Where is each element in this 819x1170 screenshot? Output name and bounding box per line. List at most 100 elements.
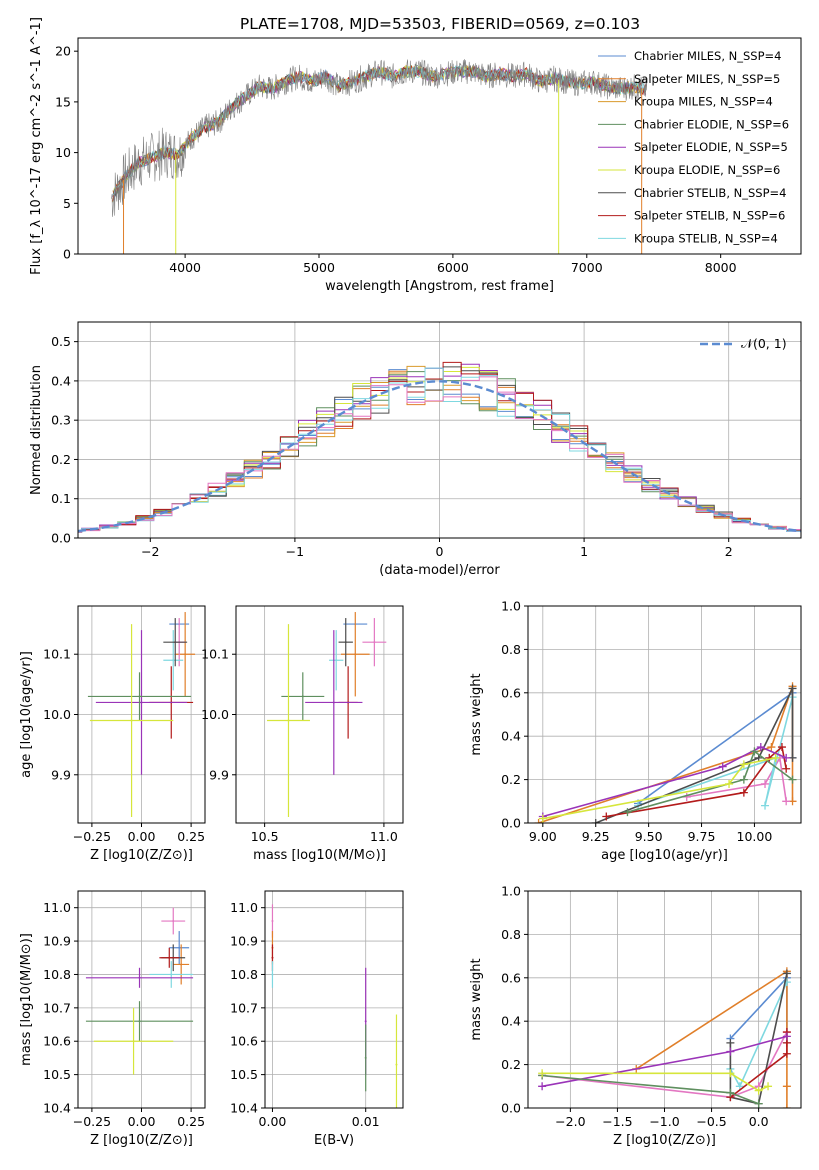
legend-label: Kroupa STELIB, N_SSP=4 (634, 231, 778, 245)
y-axis-label: mass [log10(M/M⊙)] (19, 933, 34, 1066)
x-axis-label: wavelength [Angstrom, rest frame] (325, 279, 554, 294)
legend-label: Chabrier MILES, N_SSP=4 (634, 49, 781, 63)
panel-age_vs_Z: −0.25 0.00 0.25 9.9 10.0 10.1 Z [log10(Z/Z⊙)] a… (19, 605, 206, 863)
plot-area-mass_vs_EBV (265, 891, 403, 1108)
panel-age_vs_mass: 10.5 11.0 9.9 10.0 10.1 mass [log10(M/M⊙)] (201, 605, 404, 863)
weight-marker (726, 1047, 735, 1056)
weight-marker (782, 764, 791, 773)
x-axis-label: mass [log10(M/M⊙)] (253, 848, 386, 863)
panel-weight_vs_age: 9.00 9.25 9.50 9.75 10.00 0.0 0.2 0.4 0.6 0.8 1.0 a… (469, 599, 802, 863)
y-tick-label: 10.7 (230, 1000, 258, 1015)
y-axis-label: mass weight (469, 673, 484, 755)
x-tick-label: −1.0 (649, 1114, 679, 1129)
axes-frame (77, 890, 206, 1109)
data-point (354, 653, 357, 656)
weight-marker (591, 819, 600, 823)
y-tick-label: 0.0 (51, 531, 71, 546)
x-tick-label: −1.5 (602, 1114, 632, 1129)
weight-marker (534, 819, 543, 823)
legend-label: Chabrier ELODIE, N_SSP=6 (634, 117, 789, 131)
y-tick-label: 0.1 (51, 491, 71, 506)
x-axis-label: E(B-V) (314, 1133, 354, 1148)
weight-line (542, 1031, 788, 1099)
data-point (344, 641, 347, 644)
x-tick-label: 5000 (303, 260, 335, 275)
weight-marker (782, 1049, 791, 1058)
panel-weight_vs_Z: −2.0 −1.5 −1.0 −0.5 0.0 0.0 0.2 0.4 0.6 0.8 1.0 Z [… (469, 884, 802, 1148)
y-tick-label: 0.0 (501, 1101, 521, 1116)
y-tick-label: 10.9 (230, 934, 258, 949)
x-tick-label: 0.00 (259, 1114, 287, 1129)
figure-title: PLATE=1708, MJD=53503, FIBERID=0569, z=0… (240, 15, 640, 33)
x-axis-label: Z [log10(Z/Z⊙)] (90, 1133, 193, 1148)
weight-marker (764, 1082, 773, 1091)
data-point (138, 695, 141, 698)
weight-marker (726, 1088, 735, 1097)
y-tick-label: 0.0 (501, 816, 521, 831)
y-tick-label: 10.0 (43, 707, 71, 722)
legend-label: Chabrier STELIB, N_SSP=4 (634, 186, 786, 200)
plot-area-residuals (78, 322, 801, 538)
weight-marker (726, 1069, 735, 1078)
y-tick-label: 10.6 (230, 1034, 258, 1049)
panel-residuals: −2 −1 0 1 2 0.0 0.1 0.2 0.3 0.4 0.5 (data-model)/er… (29, 321, 802, 578)
x-tick-label: 0.25 (177, 829, 205, 844)
legend-label: Salpeter MILES, N_SSP=5 (634, 72, 780, 86)
x-tick-label: −2 (141, 544, 159, 559)
y-tick-label: 10.5 (230, 1067, 258, 1082)
x-tick-label: 10.00 (737, 829, 773, 844)
y-tick-label: 5 (63, 196, 71, 211)
y-axis-label: age [log10(age/yr)] (19, 651, 34, 778)
x-tick-label: 11.0 (370, 829, 398, 844)
weight-line (542, 746, 787, 818)
data-point (172, 920, 175, 923)
x-tick-label: 0.00 (128, 829, 156, 844)
x-tick-label: 9.50 (635, 829, 663, 844)
x-tick-label: 8000 (705, 260, 737, 275)
x-tick-label: −0.5 (696, 1114, 726, 1129)
axes-frame (527, 890, 802, 1109)
weight-marker (754, 1099, 763, 1108)
weight-marker (602, 812, 611, 821)
weight-marker (623, 808, 632, 817)
y-tick-label: 15 (55, 94, 71, 109)
weight-marker (761, 779, 770, 788)
data-point (395, 1063, 398, 1066)
legend-label: Kroupa MILES, N_SSP=4 (634, 95, 773, 109)
observed-spectrum-line (111, 59, 648, 217)
y-axis-label: mass weight (469, 958, 484, 1040)
x-axis-label: Z [log10(Z/Z⊙)] (613, 1133, 716, 1148)
weight-marker (782, 753, 791, 762)
weight-marker (754, 1086, 763, 1095)
x-axis-label: Z [log10(Z/Z⊙)] (90, 848, 193, 863)
y-tick-label: 1.0 (501, 884, 521, 899)
axes-frame (235, 605, 404, 824)
x-tick-label: 0 (436, 544, 444, 559)
axes-frame (77, 605, 206, 824)
x-tick-label: 4000 (169, 260, 201, 275)
data-point (271, 920, 274, 923)
data-point (364, 1020, 367, 1023)
data-point (271, 956, 274, 959)
axes-frame (264, 890, 404, 1109)
weight-marker (782, 1082, 791, 1091)
weight-line (542, 1072, 769, 1092)
data-point (170, 973, 173, 976)
y-tick-label: 20 (55, 44, 71, 59)
weight-marker (788, 684, 797, 693)
weight-marker (761, 801, 770, 810)
axes-frame (77, 321, 802, 539)
y-tick-label: 0.2 (51, 452, 71, 467)
data-point (271, 973, 274, 976)
y-tick-label: 0.8 (501, 642, 521, 657)
plot-area-age_vs_mass (236, 606, 403, 823)
data-point (132, 1040, 135, 1043)
plot-area-age_vs_Z (78, 606, 205, 823)
plot-area-mass_vs_Z (78, 891, 205, 1108)
plot-area-weight_vs_Z (528, 891, 801, 1108)
weight-line (595, 688, 794, 823)
y-tick-label: 10.8 (43, 967, 71, 982)
weight-marker (782, 1032, 791, 1041)
data-point (178, 946, 181, 949)
y-tick-label: 10.9 (43, 934, 71, 949)
